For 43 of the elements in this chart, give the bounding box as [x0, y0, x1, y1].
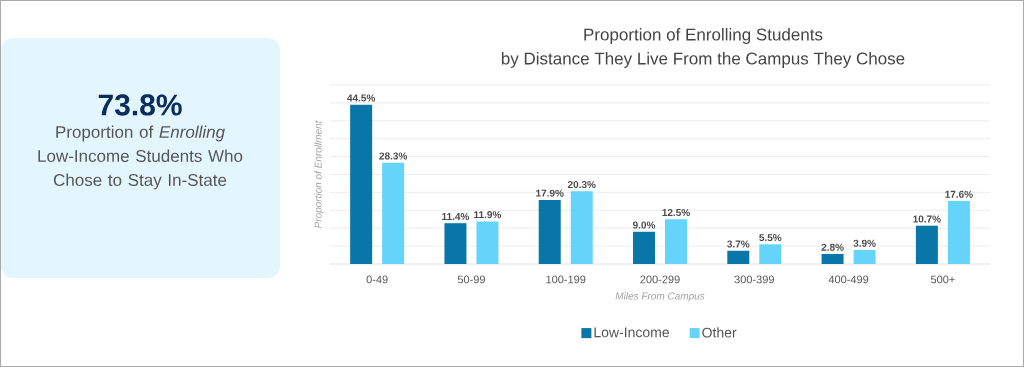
data-label: 9.0%	[632, 221, 656, 229]
text: Proportion of Enrolling Low-Income Students Who Chose to Stay In-State	[38, 125, 243, 190]
x-tick-label: 100-199	[546, 275, 586, 284]
x-axis-title: Miles From Campus	[615, 292, 705, 302]
bar	[350, 104, 373, 264]
x-tick-label: 300-399	[734, 275, 774, 284]
bar	[538, 199, 561, 264]
bar	[853, 250, 876, 264]
bar	[727, 250, 750, 264]
data-label: 44.5%	[347, 94, 376, 102]
chart-title: Proportion of Enrolling Students	[584, 28, 823, 44]
data-label: 10.7%	[913, 215, 941, 223]
y-axis-title: Proportion of Enrollment	[314, 120, 324, 229]
bar	[382, 162, 405, 264]
bar	[665, 219, 688, 264]
data-label: 3.9%	[853, 239, 876, 247]
x-tick-label: 0-49	[366, 275, 388, 284]
bar	[476, 221, 499, 264]
x-tick-label: 50-99	[457, 275, 485, 284]
bar	[444, 223, 467, 264]
data-label: 11.4%	[442, 212, 470, 220]
x-tick-label: 500+	[930, 275, 955, 284]
bar	[915, 225, 938, 264]
data-label: 12.5%	[662, 208, 690, 217]
data-label: 17.6%	[945, 190, 973, 198]
bar	[759, 244, 782, 264]
legend-label: Other	[702, 327, 737, 338]
data-label: 5.5%	[759, 234, 782, 242]
chart-subtitle: by Distance They Live From the Campus They Chose	[501, 52, 905, 68]
text: 73.8%	[98, 94, 182, 116]
legend-label: Low-Income	[594, 327, 669, 338]
data-label: 3.7%	[727, 240, 750, 248]
x-tick-label: 400-499	[828, 275, 869, 284]
data-label: 17.9%	[536, 189, 564, 197]
data-label: 20.3%	[567, 181, 596, 189]
data-label: 28.3%	[379, 152, 408, 160]
bar	[570, 191, 593, 264]
bar	[633, 231, 656, 264]
data-label: 11.9%	[474, 211, 502, 219]
x-tick-label: 200-299	[640, 275, 680, 284]
bar	[947, 200, 970, 264]
data-label: 2.8%	[821, 243, 844, 251]
bar	[821, 253, 844, 264]
